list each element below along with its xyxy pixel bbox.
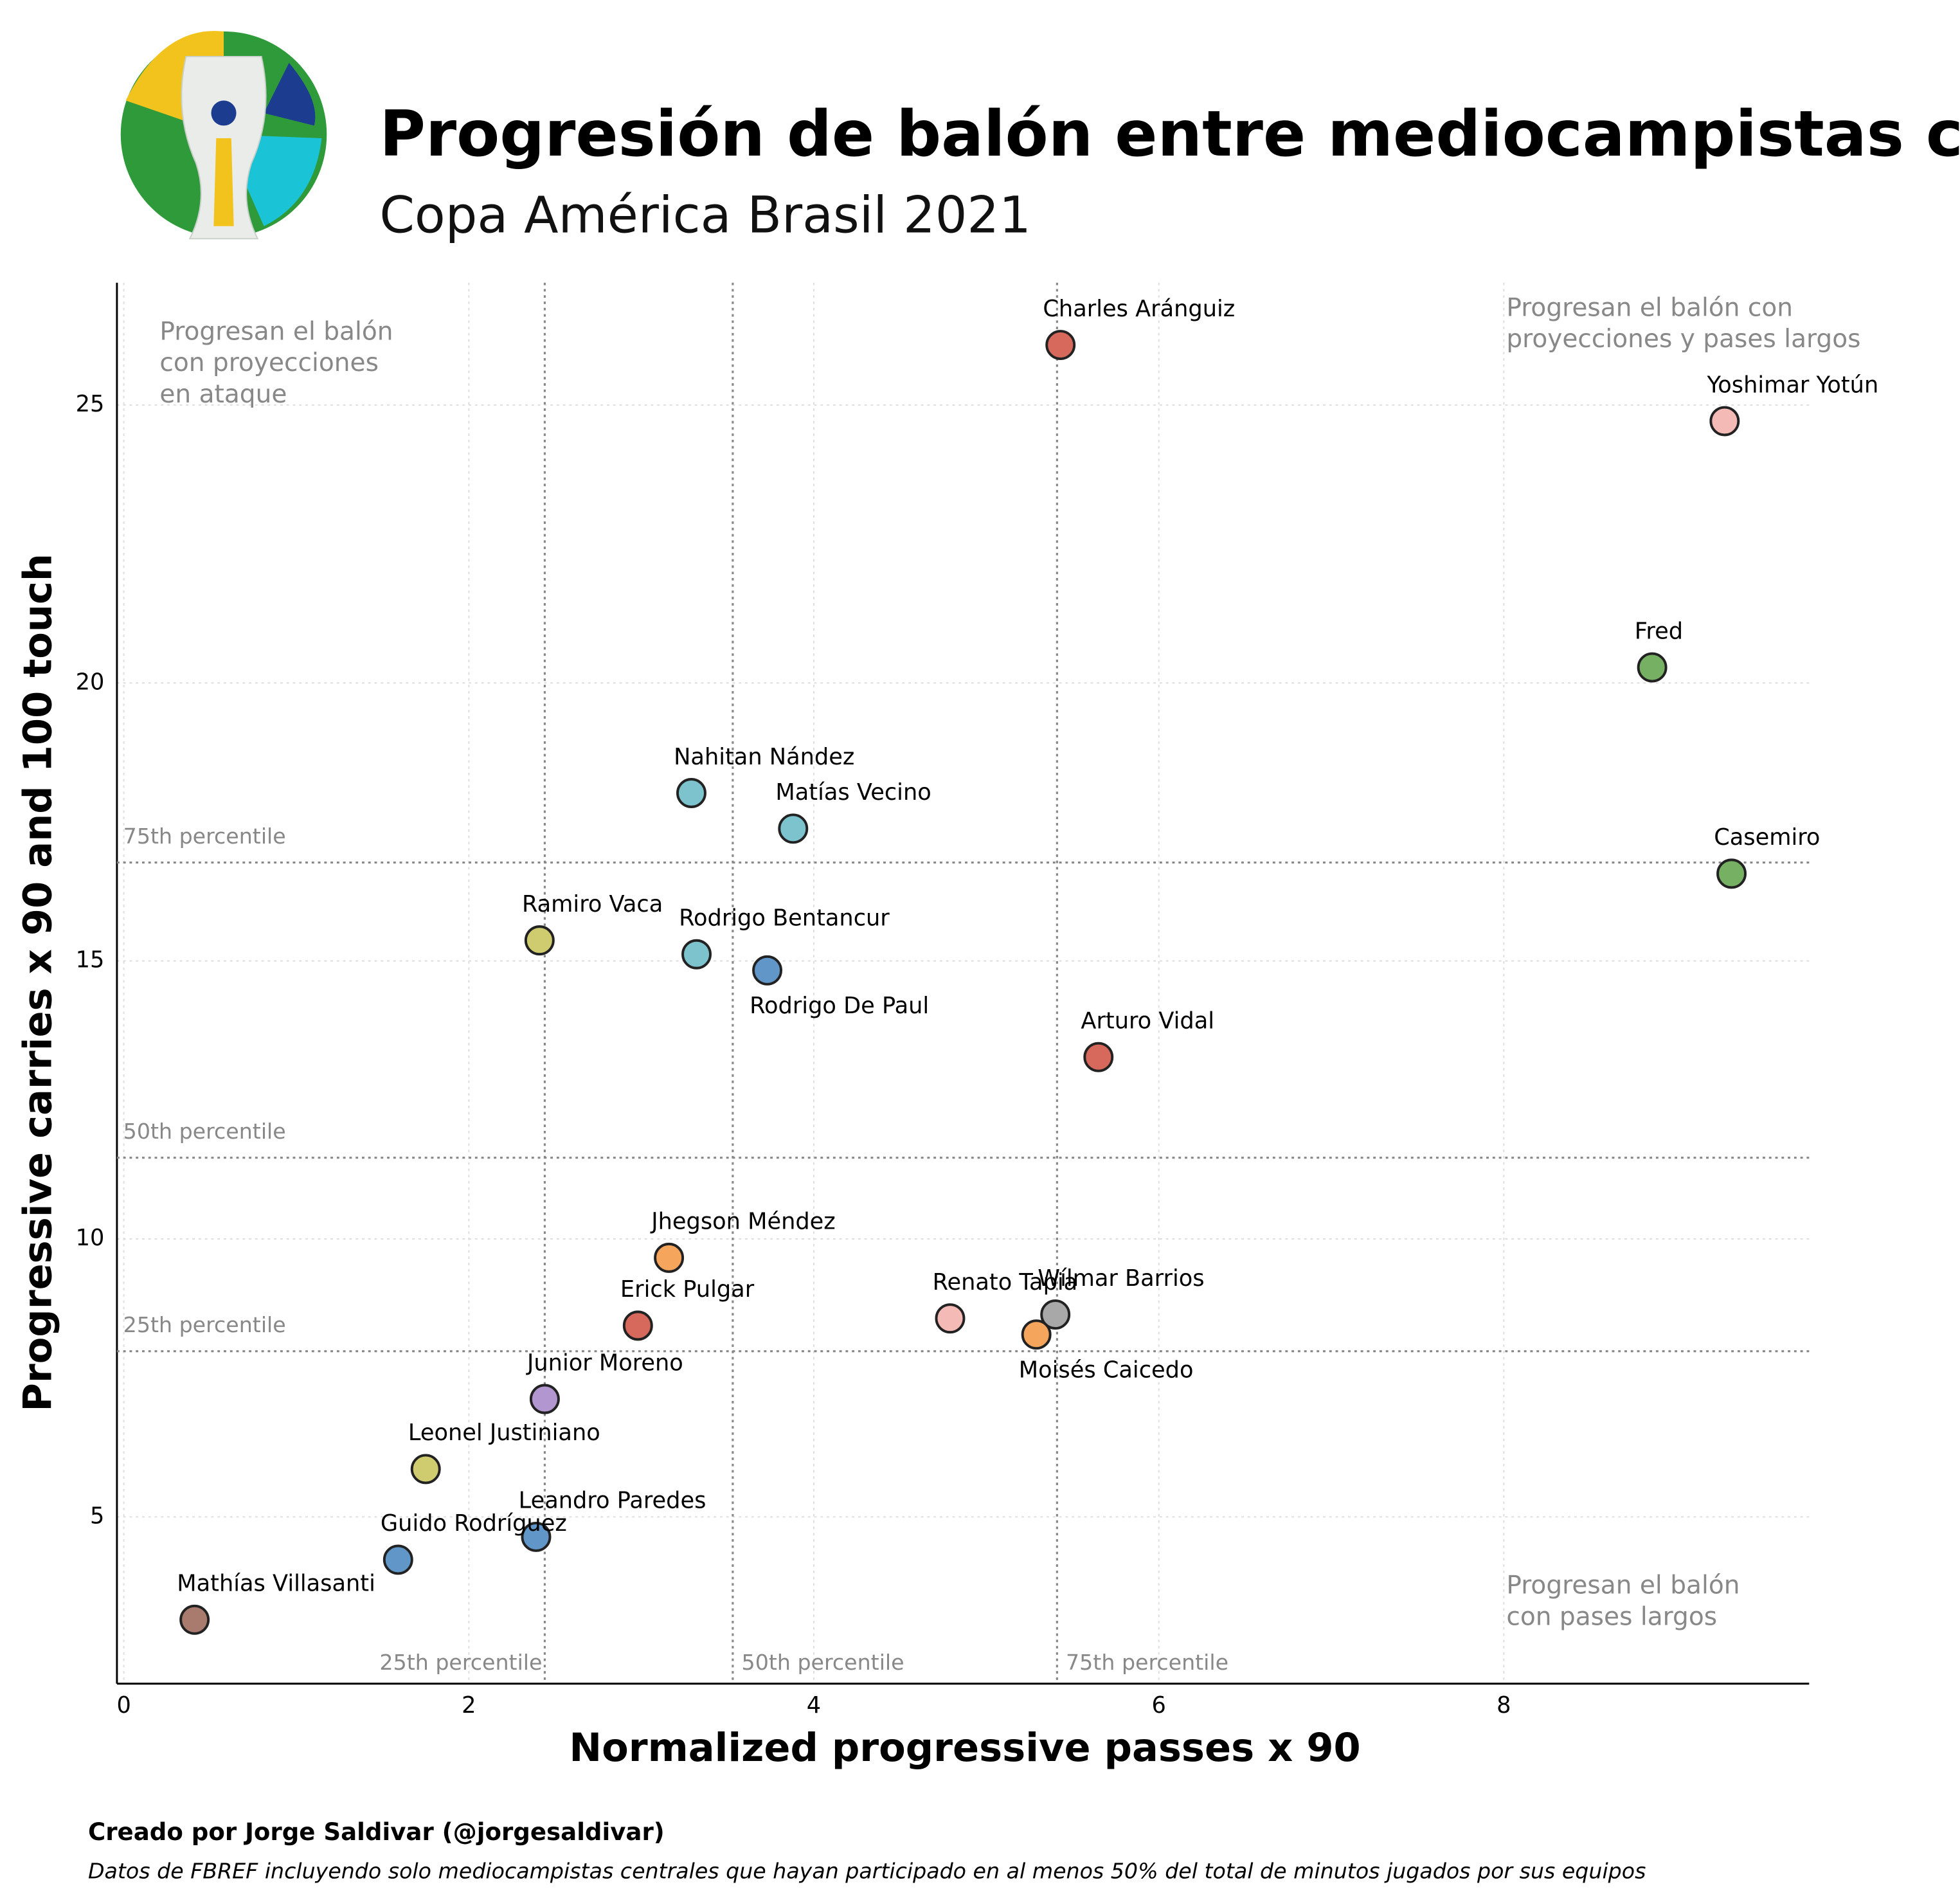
point — [654, 1242, 685, 1273]
quadrant-note: con pases largos — [1506, 1603, 1717, 1632]
point — [179, 1604, 210, 1635]
point-label: Leonel Justiniano — [408, 1420, 600, 1446]
percentile-label: 25th percentile — [123, 1312, 286, 1337]
point-label: Leandro Paredes — [519, 1488, 706, 1514]
point — [676, 778, 706, 808]
percentile-label: 75th percentile — [1066, 1650, 1228, 1675]
x-tick-label: 0 — [116, 1692, 130, 1719]
y-tick-label: 10 — [76, 1225, 105, 1251]
point-label: Jhegson Méndez — [650, 1209, 836, 1235]
point-label: Junior Moreno — [526, 1350, 683, 1376]
x-tick-label: 2 — [462, 1692, 476, 1719]
percentile-label: 75th percentile — [123, 824, 286, 849]
point — [681, 939, 712, 970]
point — [1637, 652, 1668, 683]
quadrant-note: en ataque — [159, 380, 287, 409]
percentile-label: 50th percentile — [123, 1119, 286, 1144]
point-label: Rodrigo De Paul — [750, 993, 929, 1019]
point-label: Renato Tapia — [933, 1269, 1078, 1296]
point-label: Nahitan Nández — [674, 744, 854, 770]
point-label: Arturo Vidal — [1081, 1008, 1214, 1034]
point — [524, 925, 555, 956]
x-axis-label: Normalized progressive passes x 90 — [569, 1726, 1360, 1771]
point-label: Mathías Villasanti — [177, 1571, 375, 1597]
point-label: Erick Pulgar — [620, 1276, 755, 1303]
quadrant-note: Progresan el balón con — [1506, 293, 1793, 322]
point — [622, 1310, 653, 1341]
point-label: Guido Rodríguez — [381, 1510, 567, 1537]
credit: Creado por Jorge Saldivar (@jorgesaldiva… — [88, 1818, 665, 1846]
point — [410, 1454, 441, 1485]
y-tick-label: 20 — [76, 669, 105, 695]
chart-title: Progresión de balón entre mediocampistas… — [379, 98, 1960, 171]
percentile-label: 50th percentile — [742, 1650, 904, 1675]
logo — [120, 31, 327, 240]
point — [1040, 1299, 1071, 1330]
quadrant-note: con proyecciones — [159, 348, 379, 377]
percentile-label: 25th percentile — [379, 1650, 542, 1675]
point — [1709, 406, 1740, 437]
quadrant-note: proyecciones y pases largos — [1506, 325, 1860, 354]
quadrant-note: Progresan el balón — [1506, 1571, 1740, 1600]
y-axis-label: Progressive carries x 90 and 100 touch — [15, 554, 60, 1412]
point — [1716, 858, 1747, 889]
source-note: Datos de FBREF incluyendo solo mediocamp… — [88, 1858, 1646, 1883]
point — [529, 1384, 560, 1414]
chart-subtitle: Copa América Brasil 2021 — [379, 186, 1031, 245]
point — [778, 813, 809, 844]
point — [1021, 1319, 1052, 1350]
point-label: Rodrigo Bentancur — [679, 905, 890, 932]
x-tick-label: 8 — [1497, 1692, 1511, 1719]
point-label: Wílmar Barrios — [1038, 1265, 1204, 1292]
point-label: Matías Vecino — [775, 779, 931, 806]
point — [1045, 330, 1076, 361]
point-label: Charles Aránguiz — [1043, 296, 1235, 322]
point-label: Fred — [1635, 618, 1683, 644]
point-label: Yoshimar Yotún — [1706, 372, 1878, 398]
point — [521, 1521, 552, 1552]
point — [752, 955, 783, 986]
point-label: Moisés Caicedo — [1019, 1357, 1194, 1383]
point — [1083, 1042, 1114, 1072]
y-tick-label: 5 — [90, 1503, 104, 1529]
x-tick-label: 4 — [807, 1692, 821, 1719]
quadrant-note: Progresan el balón — [159, 317, 393, 346]
point-label: Casemiro — [1714, 824, 1820, 851]
x-tick-label: 6 — [1151, 1692, 1165, 1719]
point — [382, 1544, 413, 1575]
y-tick-label: 25 — [76, 391, 105, 417]
point — [935, 1303, 966, 1334]
y-tick-label: 15 — [76, 947, 105, 973]
point-label: Ramiro Vaca — [522, 891, 663, 917]
